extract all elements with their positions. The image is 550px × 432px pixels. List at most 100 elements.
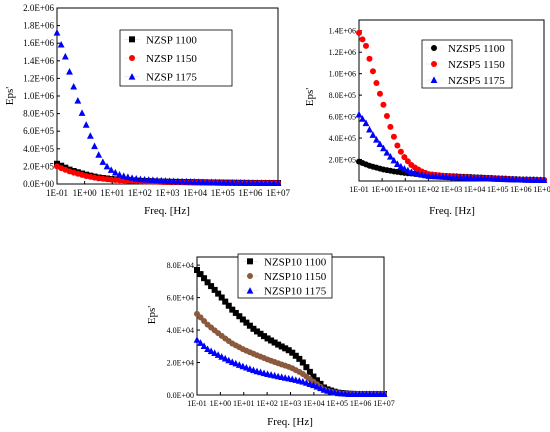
data-point [274, 179, 282, 186]
data-point [211, 286, 218, 293]
data-point [268, 337, 275, 344]
x-tick-label: 1E+01 [395, 185, 416, 194]
data-point [383, 113, 390, 120]
data-point [91, 142, 98, 150]
data-point [225, 302, 232, 309]
x-tick-label: 1E+03 [280, 399, 301, 408]
data-point [299, 359, 306, 366]
x-tick-label: 1E+00 [371, 185, 392, 194]
x-tick-label: 1E-01 [46, 188, 68, 198]
data-point [61, 52, 69, 60]
data-point [246, 322, 253, 329]
data-point [366, 125, 373, 133]
data-point [197, 339, 204, 346]
data-point [390, 156, 398, 164]
x-tick-label: 1E+03 [441, 185, 462, 194]
data-point [193, 336, 201, 343]
y-tick-label: 8.0E+04 [167, 261, 194, 270]
data-point [376, 140, 384, 147]
data-point [201, 275, 208, 282]
data-point [225, 356, 233, 364]
data-point [313, 377, 320, 384]
x-tick-label: 1E+06 [238, 188, 263, 198]
data-point [229, 306, 236, 313]
data-point [355, 110, 363, 118]
data-point [369, 131, 377, 138]
y-tick-label: 1.8E+06 [23, 21, 54, 31]
legend-marker [247, 273, 253, 279]
data-point [194, 266, 200, 273]
data-point [162, 177, 169, 184]
data-point [82, 121, 90, 128]
x-tick-label: 1E+00 [210, 399, 231, 408]
x-tick-label: 1E+06 [350, 399, 371, 408]
data-point [250, 325, 257, 332]
y-tick-label: 4.0E+04 [167, 326, 194, 335]
data-point [136, 175, 144, 183]
y-tick-label: 1.4E+06 [329, 27, 356, 36]
data-point [390, 133, 397, 140]
data-point [404, 166, 412, 174]
x-tick-label: 1E+05 [327, 399, 348, 408]
legend-label: NZSP10 1150 [264, 271, 327, 283]
data-point [111, 168, 119, 176]
data-point [132, 174, 140, 182]
data-point [215, 290, 222, 297]
data-point [124, 173, 132, 180]
data-point [387, 153, 394, 160]
data-point [236, 313, 243, 320]
x-axis-label: Freq. [Hz] [429, 205, 475, 217]
data-point [239, 316, 246, 323]
y-tick-label: 6.0E+05 [329, 113, 356, 122]
x-tick-label: 1E+01 [100, 188, 124, 198]
x-tick-label: 1E+05 [487, 185, 508, 194]
data-point [221, 354, 229, 362]
x-tick-label: 1E+00 [73, 188, 98, 198]
y-tick-label: 2.0E+06 [23, 3, 54, 13]
x-tick-label: 1E+02 [256, 399, 277, 408]
data-point [200, 342, 208, 349]
x-tick-label: 1E+04 [464, 185, 485, 194]
data-point [285, 347, 292, 354]
data-point [362, 119, 370, 127]
chart-nzsp5: 1E-01 1E+00 1E+01 1E+02 1E+03 1E+04 1E+05 1E+06… [304, 19, 550, 217]
x-tick-label: 1E+04 [183, 188, 208, 198]
data-point [292, 352, 299, 359]
legend-marker [431, 61, 437, 67]
data-point [303, 364, 310, 371]
data-point [145, 176, 153, 183]
y-tick-label: 4.0E+05 [23, 144, 54, 154]
chart-nzsp10: 1E-01 1E+00 1E+01 1E+02 1E+03 1E+04 1E+05 1E+06… [146, 253, 395, 428]
data-point [86, 132, 94, 139]
data-point [264, 335, 271, 342]
data-point [66, 67, 73, 75]
legend-marker [246, 287, 254, 294]
series-nzsp-1175 [53, 29, 282, 186]
legend-label: NZSP10 1100 [264, 256, 327, 268]
data-point [356, 29, 362, 36]
series-nzsp10-1175 [193, 336, 388, 397]
y-tick-label: 2.0E+05 [329, 156, 356, 165]
y-tick-label: 1.4E+06 [23, 56, 54, 66]
data-point [208, 283, 215, 290]
data-point [296, 355, 303, 362]
y-tick-label: 4.0E+05 [329, 134, 356, 143]
x-tick-label: 1E+04 [303, 399, 324, 408]
y-tick-label: 1.2E+06 [23, 73, 54, 83]
data-point [232, 309, 239, 316]
data-point [218, 353, 226, 360]
data-point [310, 381, 317, 389]
x-tick-label: 1E+02 [418, 185, 439, 194]
x-tick-label: 1E+05 [211, 188, 236, 198]
data-point [313, 383, 321, 390]
data-point [204, 279, 211, 286]
y-tick-label: 1.0E+06 [23, 91, 54, 101]
y-tick-label: 2.0E+04 [167, 359, 194, 368]
data-point [99, 158, 107, 165]
legend-label: NZSP5 1175 [448, 75, 505, 87]
data-point [232, 359, 240, 367]
y-tick-label: 2.0E+05 [23, 161, 54, 171]
data-point [394, 142, 401, 149]
y-tick-label: 1.6E+06 [23, 38, 54, 48]
data-point [74, 96, 82, 104]
